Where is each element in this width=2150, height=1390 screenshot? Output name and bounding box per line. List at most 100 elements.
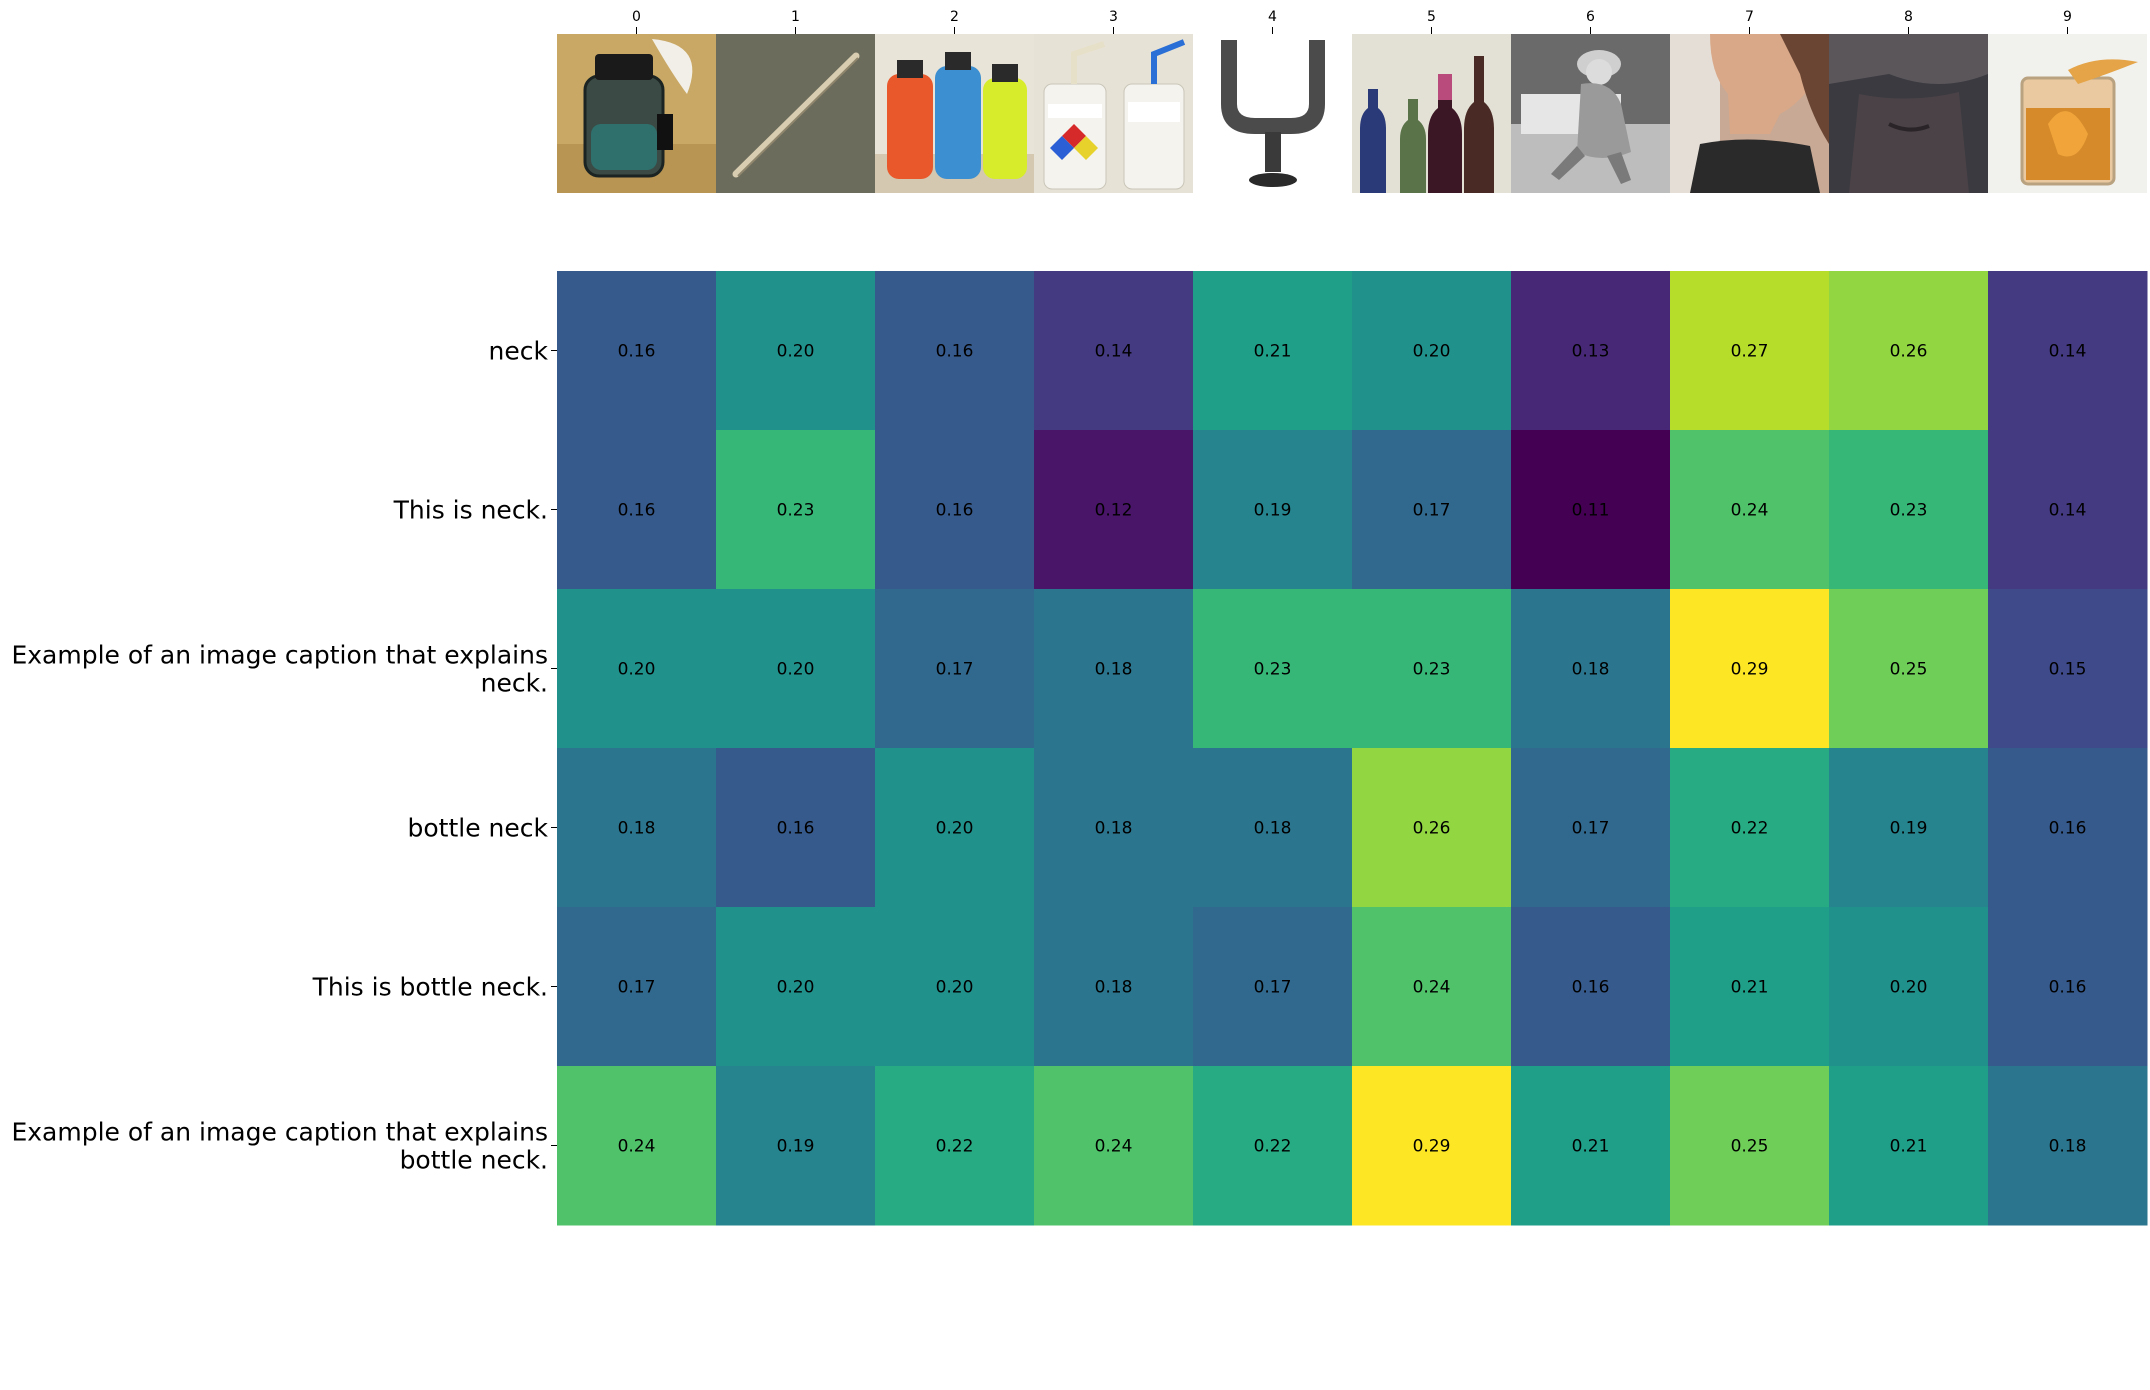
col-tick-label: 5: [1427, 9, 1436, 25]
heatmap-cell: [716, 271, 876, 431]
cell-value-label: 0.23: [1890, 501, 1928, 521]
heatmap-cell: [557, 1066, 717, 1226]
heatmap-cell: [1193, 271, 1353, 431]
wine-bottles-icon: [1352, 34, 1511, 193]
cell-value-label: 0.24: [1731, 501, 1769, 521]
heatmap-cell: [1670, 589, 1830, 749]
cell-value-label: 0.16: [1572, 978, 1610, 998]
col-tick-label: 3: [1109, 9, 1118, 25]
cell-value-label: 0.20: [936, 819, 974, 839]
heatmap-cell: [1511, 748, 1671, 908]
cell-value-label: 0.18: [1572, 660, 1610, 680]
cell-value-label: 0.26: [1890, 342, 1928, 362]
heatmap-cell: [1352, 748, 1512, 908]
cell-value-label: 0.20: [618, 660, 656, 680]
woman-neck-photo-icon: [1670, 34, 1829, 193]
cell-value-label: 0.20: [1413, 342, 1451, 362]
cocktail-glass-icon: [1988, 34, 2147, 193]
heatmap-cell: [1193, 907, 1353, 1067]
heatmap-cell: [1829, 748, 1989, 908]
col-tick-label: 4: [1268, 9, 1277, 25]
cell-value-label: 0.24: [1095, 1137, 1133, 1157]
heatmap-cell: [1829, 1066, 1989, 1226]
cell-value-label: 0.18: [1095, 660, 1133, 680]
heatmap-cell: [1829, 907, 1989, 1067]
cell-value-label: 0.25: [1890, 660, 1928, 680]
row-tick-label: Example of an image caption that explain…: [11, 641, 548, 698]
cell-value-label: 0.22: [1731, 819, 1769, 839]
cell-value-label: 0.21: [1890, 1137, 1928, 1157]
heatmap-cell: [1193, 1066, 1353, 1226]
cell-value-label: 0.25: [1731, 1137, 1769, 1157]
cell-value-label: 0.20: [777, 978, 815, 998]
cell-value-label: 0.16: [618, 342, 656, 362]
heatmap-cell: [716, 1066, 876, 1226]
col-tick-label: 0: [632, 9, 641, 25]
cell-value-label: 0.17: [1413, 501, 1451, 521]
heatmap-cell: [1670, 271, 1830, 431]
heatmap-cell: [1511, 430, 1671, 590]
heatmap-cell: [557, 748, 717, 908]
neck-closeup-photo-icon: [1829, 34, 1988, 193]
heatmap-cell: [557, 589, 717, 749]
row-tick-label: Example of an image caption that explain…: [11, 1118, 548, 1175]
heatmap-cell: [1352, 1066, 1512, 1226]
heatmap-cell: [1988, 271, 2148, 431]
col-tick-label: 8: [1904, 9, 1913, 25]
cell-value-label: 0.16: [777, 819, 815, 839]
cell-value-label: 0.14: [1095, 342, 1133, 362]
heatmap-cell: [1829, 430, 1989, 590]
heatmap-cell: [1988, 589, 2148, 749]
heatmap-cell: [875, 1066, 1035, 1226]
cell-value-label: 0.17: [1572, 819, 1610, 839]
cell-value-label: 0.16: [2049, 978, 2087, 998]
cell-value-label: 0.20: [777, 660, 815, 680]
heatmap-cell: [557, 271, 717, 431]
cell-value-label: 0.19: [1254, 501, 1292, 521]
cell-value-label: 0.24: [618, 1137, 656, 1157]
heatmap-cell: [1193, 589, 1353, 749]
cell-value-label: 0.26: [1413, 819, 1451, 839]
ink-bottle-with-quill-icon: [557, 34, 716, 193]
cell-value-label: 0.14: [2049, 342, 2087, 362]
row-tick-label: bottle neck: [408, 814, 549, 843]
cell-value-label: 0.18: [1095, 978, 1133, 998]
cell-value-label: 0.22: [936, 1137, 974, 1157]
heatmap-cell: [875, 907, 1035, 1067]
heatmap-cell: [875, 589, 1035, 749]
heatmap-cell: [1988, 1066, 2148, 1226]
cell-value-label: 0.19: [777, 1137, 815, 1157]
cell-value-label: 0.17: [1254, 978, 1292, 998]
heatmap-cell: [1511, 1066, 1671, 1226]
cell-value-label: 0.23: [1254, 660, 1292, 680]
lab-wash-bottles-icon: [1034, 34, 1193, 193]
cell-value-label: 0.18: [2049, 1137, 2087, 1157]
heatmap-cell: [1670, 907, 1830, 1067]
heatmap-cell: [1352, 907, 1512, 1067]
column-tick-labels: 0 1 2 3 4 5 6 7 8 9: [632, 9, 2072, 34]
heatmap-cell: [1193, 748, 1353, 908]
tuning-fork-icon: [1193, 34, 1352, 193]
heatmap-cell: [716, 748, 876, 908]
colorful-water-bottles-icon: [875, 34, 1034, 193]
heatmap-cell: [1511, 271, 1671, 431]
heatmap-cell: [1670, 1066, 1830, 1226]
cell-value-label: 0.27: [1731, 342, 1769, 362]
heatmap-cell: [716, 589, 876, 749]
heatmap-cell: [1034, 1066, 1194, 1226]
heatmap-cell: [1352, 271, 1512, 431]
row-tick-label: This is neck.: [393, 496, 548, 525]
vintage-woman-photo-icon: [1511, 34, 1670, 193]
heatmap-cell: [716, 430, 876, 590]
heatmap-cell: [557, 907, 717, 1067]
cell-value-label: 0.14: [2049, 501, 2087, 521]
cell-value-label: 0.23: [777, 501, 815, 521]
cell-value-label: 0.22: [1254, 1137, 1292, 1157]
cell-value-label: 0.18: [1095, 819, 1133, 839]
cell-value-label: 0.12: [1095, 501, 1133, 521]
heatmap-cell: [1670, 748, 1830, 908]
heatmap-cell: [1034, 907, 1194, 1067]
cell-value-label: 0.29: [1413, 1137, 1451, 1157]
heatmap-cell: [716, 907, 876, 1067]
heatmap-cell: [1988, 430, 2148, 590]
